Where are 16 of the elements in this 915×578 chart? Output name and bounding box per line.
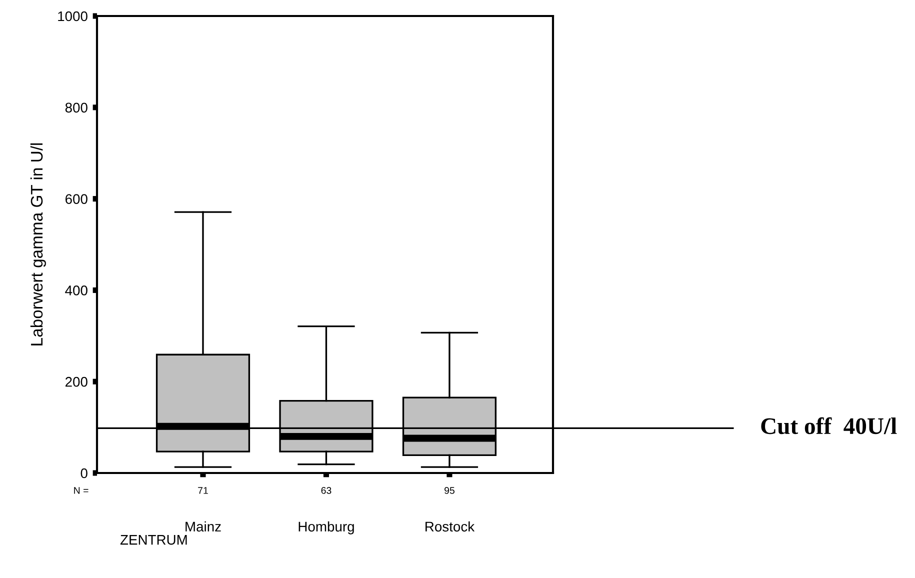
text: N =	[74, 487, 88, 494]
y-tick-label: 0	[80, 468, 88, 478]
y-tick-label: 400	[65, 286, 88, 296]
x-tick-label: Rostock	[426, 521, 475, 532]
x-axis-title: ZENTRUM	[120, 535, 187, 545]
text: 95	[444, 487, 454, 494]
ref-line-label: Cut off 40U/l	[761, 417, 897, 434]
x-tick-label: Homburg	[298, 521, 354, 534]
text: 71	[198, 487, 208, 494]
y-tick-label: 800	[65, 102, 88, 113]
y-tick-label: 600	[66, 194, 88, 204]
y-tick-label: 200	[66, 376, 88, 387]
x-tick-label: Mainz	[186, 521, 221, 532]
y-tick-label: 1000	[58, 11, 88, 22]
y-axis-title: Laborwert gamma GT in U/l	[30, 143, 46, 346]
text: 63	[321, 487, 332, 494]
